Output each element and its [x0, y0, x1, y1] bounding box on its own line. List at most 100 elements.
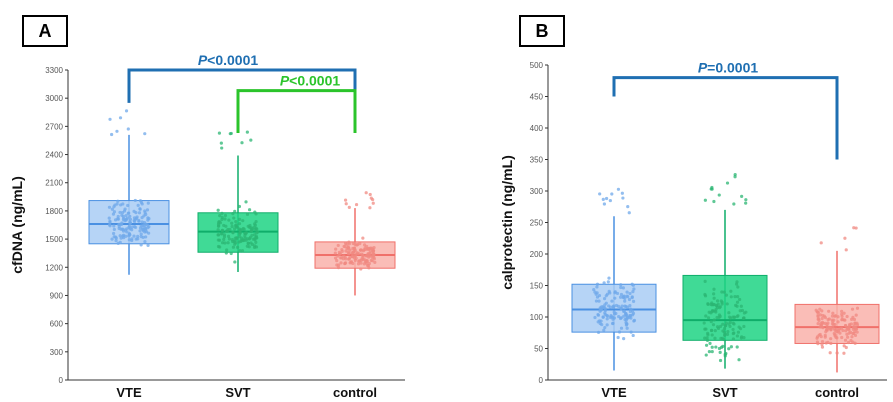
data-point: [597, 293, 602, 298]
p-value-label: P<0.0001: [198, 52, 259, 68]
data-point: [222, 237, 226, 242]
data-point: [119, 222, 123, 226]
p-value-label: P=0.0001: [698, 60, 759, 76]
y-tick-label: 900: [50, 291, 64, 300]
data-point: [144, 235, 148, 239]
data-point: [727, 315, 732, 319]
box-svt: [197, 130, 279, 272]
data-point: [124, 213, 128, 218]
data-point: [607, 304, 611, 308]
data-point: [846, 335, 850, 339]
data-point: [226, 234, 231, 239]
data-point: [140, 220, 144, 224]
data-point: [844, 329, 848, 333]
data-point: [826, 340, 830, 344]
data-point: [732, 202, 736, 206]
y-tick-label: 0: [539, 376, 544, 385]
data-point: [619, 285, 623, 290]
data-point: [832, 327, 836, 331]
data-point: [118, 234, 122, 238]
data-point: [250, 229, 254, 233]
data-point: [706, 302, 710, 306]
data-point: [629, 330, 633, 334]
data-point: [612, 304, 616, 308]
data-point: [216, 238, 220, 242]
data-point: [143, 132, 147, 136]
data-point: [346, 252, 351, 256]
data-point: [219, 141, 223, 145]
y-axis-label: calprotectin (ng/mL): [499, 155, 515, 290]
data-point: [243, 231, 247, 235]
data-point: [351, 261, 355, 266]
data-point: [610, 192, 614, 196]
data-point: [842, 311, 846, 315]
data-point: [126, 127, 130, 131]
data-point: [733, 172, 737, 177]
box-vte: [571, 187, 657, 371]
data-point: [829, 328, 833, 332]
data-point: [609, 314, 613, 318]
data-point: [240, 141, 244, 145]
data-point: [336, 263, 341, 267]
data-point: [618, 295, 623, 299]
data-point: [622, 295, 626, 299]
data-point: [829, 341, 833, 345]
data-point: [720, 290, 724, 294]
data-point: [223, 217, 227, 221]
data-point: [613, 296, 617, 300]
data-point: [727, 322, 731, 326]
data-point: [359, 267, 363, 271]
data-point: [735, 314, 739, 319]
data-point: [340, 249, 344, 253]
data-point: [840, 309, 844, 313]
data-point: [253, 228, 257, 232]
data-point: [728, 324, 732, 329]
data-point: [599, 319, 603, 323]
data-point: [603, 312, 607, 316]
data-point: [216, 228, 220, 232]
data-point: [110, 207, 114, 211]
data-point: [107, 205, 112, 209]
data-point: [364, 191, 368, 195]
data-point: [610, 299, 614, 303]
data-point: [247, 208, 252, 212]
p-value-label: P<0.0001: [280, 73, 341, 89]
data-point: [622, 337, 626, 341]
data-point: [231, 230, 235, 234]
data-point: [235, 236, 239, 241]
data-point: [619, 292, 624, 297]
data-point: [597, 299, 601, 303]
data-point: [725, 181, 730, 185]
data-point: [825, 323, 829, 327]
data-point: [710, 303, 714, 307]
data-point: [112, 210, 117, 214]
data-point: [234, 241, 238, 245]
y-axis-label: cfDNA (ng/mL): [9, 176, 25, 273]
data-point: [354, 202, 359, 207]
data-point: [718, 324, 723, 328]
data-point: [147, 231, 151, 235]
data-point: [603, 306, 607, 310]
y-tick-label: 600: [50, 320, 64, 329]
data-point: [611, 317, 615, 321]
data-point: [133, 225, 138, 230]
data-point: [710, 310, 714, 314]
data-point: [815, 336, 819, 340]
data-point: [599, 305, 604, 309]
data-point: [146, 216, 150, 220]
data-point: [737, 358, 741, 362]
data-point: [724, 324, 728, 328]
data-point: [703, 336, 707, 340]
iqr-box: [682, 274, 768, 341]
data-point: [703, 279, 707, 283]
data-point: [144, 228, 148, 232]
data-point: [115, 129, 119, 133]
data-point: [850, 335, 854, 339]
y-tick-label: 50: [534, 345, 543, 354]
data-point: [829, 337, 833, 341]
data-point: [112, 227, 116, 232]
y-tick-label: 1800: [45, 207, 63, 216]
data-point: [725, 332, 730, 336]
data-point: [357, 259, 361, 263]
data-point: [827, 309, 831, 313]
